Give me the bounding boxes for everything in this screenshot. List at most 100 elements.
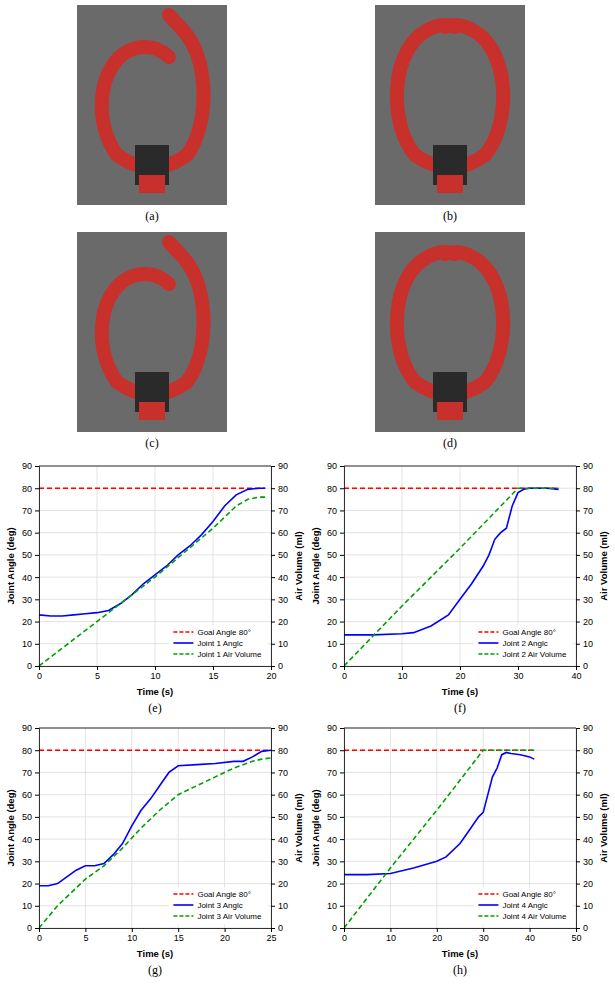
photo-panel	[77, 5, 227, 205]
tick-label: 50	[327, 812, 337, 822]
tick-mark	[35, 772, 39, 773]
axis: 0102030405060708090	[327, 723, 345, 933]
tick: 80	[271, 484, 288, 494]
tick: 10	[386, 928, 396, 943]
legend: Goal Angle 80°Joint 1 AnglcJoint 1 Air V…	[169, 626, 267, 662]
tick: 40	[22, 572, 39, 582]
tick-mark	[340, 772, 344, 773]
tick: 20	[455, 666, 465, 681]
tick-label: 20	[327, 879, 337, 889]
tick: 10	[150, 666, 160, 681]
tick-label: 0	[27, 661, 32, 671]
tick-mark	[460, 666, 461, 670]
grid-line	[344, 554, 576, 555]
axis: 0102030405060708090	[576, 723, 593, 933]
grid-line	[39, 839, 271, 840]
tick-mark	[340, 666, 344, 667]
tick-label: 10	[327, 639, 337, 649]
tick: 20	[22, 617, 39, 627]
grid-line	[344, 816, 576, 817]
tick-mark	[576, 928, 580, 929]
chart: 0510152001020304050607080900102030405060…	[5, 461, 304, 715]
tick-label: 60	[583, 528, 593, 538]
tick-label: 0	[278, 661, 283, 671]
tick-label: 80	[583, 484, 593, 494]
tick-mark	[271, 577, 275, 578]
legend-swatch	[478, 653, 498, 655]
tick-label: 0	[332, 923, 337, 933]
tick: 5	[95, 666, 100, 681]
tick-mark	[271, 488, 275, 489]
tick: 10	[327, 639, 344, 649]
tick: 0	[27, 923, 39, 933]
tick-label: 5	[95, 671, 100, 681]
chart: 0102030400102030405060708090010203040506…	[310, 461, 609, 715]
tick: 70	[576, 768, 593, 778]
tick: 60	[22, 528, 39, 538]
plot-background	[39, 728, 271, 928]
photo-arm	[169, 242, 204, 382]
grid-line	[39, 772, 271, 773]
grid-line	[39, 532, 271, 533]
tick: 90	[576, 723, 593, 733]
tick: 50	[22, 550, 39, 560]
tick: 50	[576, 550, 593, 560]
legend-label: Joint 2 Anglc	[502, 639, 547, 648]
tick-mark	[35, 839, 39, 840]
grid-line	[39, 554, 271, 555]
tick-label: 0	[37, 671, 42, 681]
photo-background	[375, 5, 525, 205]
tick: 70	[271, 768, 288, 778]
tick-mark	[340, 466, 344, 467]
tick-mark	[576, 906, 580, 907]
tick-mark	[35, 644, 39, 645]
tick: 5	[83, 928, 88, 943]
legend-swatch	[173, 653, 193, 655]
tick: 25	[266, 928, 276, 943]
tick: 50	[327, 812, 344, 822]
tick-mark	[483, 928, 484, 932]
grid-line	[460, 466, 461, 666]
legend-label: Joint 4 Air Volume	[502, 912, 567, 921]
tick-label: 15	[174, 933, 184, 943]
axis-line	[345, 667, 577, 671]
tick-mark	[271, 728, 275, 729]
tick: 80	[271, 746, 288, 756]
tick-mark	[576, 533, 580, 534]
axis: 0102030405060708090	[576, 461, 593, 671]
tick: 20	[22, 879, 39, 889]
axis-title: Air Volume (ml)	[293, 793, 304, 863]
tick-label: 90	[583, 723, 593, 733]
tick: 80	[576, 746, 593, 756]
tick-label: 80	[278, 746, 288, 756]
grid	[39, 466, 271, 666]
tick-label: 50	[278, 812, 288, 822]
tick-mark	[576, 839, 580, 840]
grid-line	[344, 532, 576, 533]
tick-label: 80	[583, 746, 593, 756]
tick: 30	[513, 666, 523, 681]
tick-label: 50	[22, 550, 32, 560]
axis-title: Time (s)	[137, 686, 173, 697]
axis-line	[577, 729, 581, 929]
series-line	[344, 488, 559, 635]
tick-label: 0	[37, 933, 42, 943]
tick: 20	[576, 879, 593, 889]
tick-label: 10	[327, 901, 337, 911]
grid-line	[39, 621, 271, 622]
tick: 60	[327, 528, 344, 538]
axis: 01020304050	[342, 928, 582, 943]
tick: 40	[327, 572, 344, 582]
tick-label: 70	[327, 506, 337, 516]
plot-area	[39, 750, 271, 928]
tick-mark	[35, 599, 39, 600]
legend-swatch	[173, 642, 193, 644]
tick-label: 90	[583, 461, 593, 471]
tick: 20	[327, 617, 344, 627]
tick-mark	[340, 750, 344, 751]
grid	[344, 466, 576, 666]
tick: 60	[576, 528, 593, 538]
caption: (g)	[148, 963, 162, 977]
tick-mark	[35, 861, 39, 862]
tick: 80	[22, 484, 39, 494]
